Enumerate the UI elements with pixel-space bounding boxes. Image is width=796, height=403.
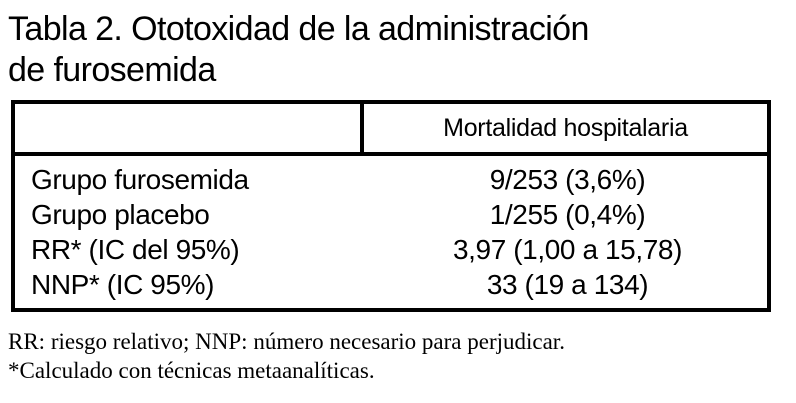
footnotes: RR: riesgo relativo; NNP: número necesar… — [8, 327, 796, 385]
footnote-line-2: *Calculado con técnicas metaanalíticas. — [8, 358, 375, 383]
header-cell-mortalidad: Mortalidad hospitalaria — [443, 113, 688, 142]
row-label-grupo-furosemida: Grupo furosemida — [31, 163, 249, 195]
row-value-grupo-furosemida: 9/253 (3,6%) — [489, 163, 646, 195]
table-body: Grupo furosemida 9/253 (3,6%) Grupo plac… — [15, 156, 767, 308]
table-row: Grupo furosemida 9/253 (3,6%) — [15, 162, 767, 197]
row-value-nnp: 33 (19 a 134) — [486, 268, 649, 300]
row-label-grupo-placebo: Grupo placebo — [31, 198, 210, 230]
row-label-rr: RR* (IC del 95%) — [31, 233, 240, 265]
table-title: Tabla 2. Ototoxidad de la administración… — [8, 9, 796, 91]
table-title-line-2: de furosemida — [8, 51, 216, 89]
table-header-row: Mortalidad hospitalaria — [15, 104, 767, 156]
data-table: Mortalidad hospitalaria Grupo furosemida… — [11, 100, 771, 312]
row-value-rr: 3,97 (1,00 a 15,78) — [452, 233, 683, 265]
footnote-line-1: RR: riesgo relativo; NNP: número necesar… — [8, 329, 565, 354]
page: Tabla 2. Ototoxidad de la administración… — [0, 9, 796, 403]
row-value-grupo-placebo: 1/255 (0,4%) — [489, 198, 646, 230]
header-cell-empty — [15, 104, 364, 152]
table-row: RR* (IC del 95%) 3,97 (1,00 a 15,78) — [15, 232, 767, 267]
table-row: NNP* (IC 95%) 33 (19 a 134) — [15, 267, 767, 302]
table-title-line-1: Tabla 2. Ototoxidad de la administración — [8, 10, 589, 48]
table-row: Grupo placebo 1/255 (0,4%) — [15, 197, 767, 232]
row-label-nnp: NNP* (IC 95%) — [31, 268, 215, 300]
